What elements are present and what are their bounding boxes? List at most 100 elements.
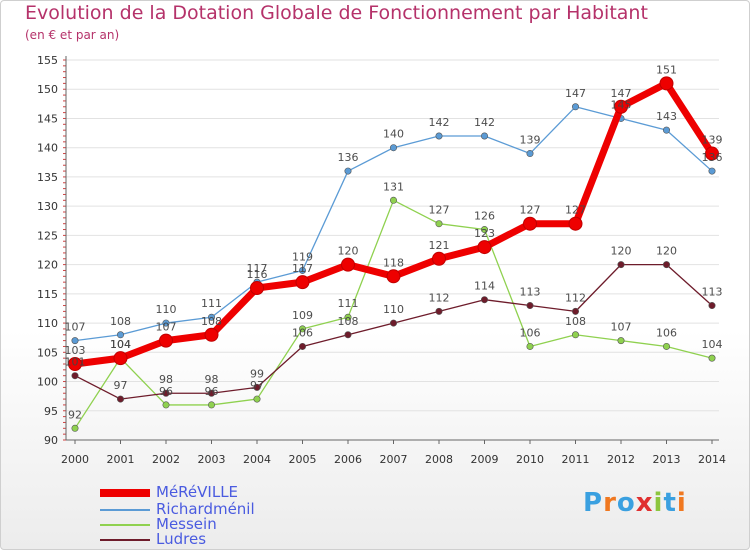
y-tick-label: 125 — [37, 229, 58, 242]
data-point — [708, 302, 716, 310]
data-point — [571, 307, 579, 315]
data-label: 108 — [565, 315, 586, 328]
legend-swatch — [100, 524, 150, 526]
x-tick-label: 2005 — [289, 453, 317, 466]
data-point — [68, 357, 82, 371]
data-point — [617, 337, 625, 345]
chart-title: Evolution de la Dotation Globale de Fonc… — [25, 2, 648, 24]
data-point — [298, 342, 306, 350]
data-point — [162, 401, 170, 409]
data-label: 121 — [429, 239, 450, 252]
data-point — [253, 395, 261, 403]
axes: 90 95 100 105 110 115 120 125 130 135 140 145 150 155… — [37, 54, 726, 466]
data-point — [208, 401, 216, 409]
legend-swatch — [100, 539, 150, 541]
data-label: 127 — [520, 204, 541, 217]
data-label: 108 — [110, 315, 131, 328]
data-label: 140 — [383, 128, 404, 141]
data-point — [617, 261, 625, 269]
data-point — [435, 307, 443, 315]
x-tick-label: 2014 — [698, 453, 726, 466]
data-point — [389, 196, 397, 204]
data-point — [389, 319, 397, 327]
data-point — [480, 132, 488, 140]
data-label: 107 — [611, 321, 632, 334]
data-label: 117 — [292, 262, 313, 275]
data-label: 103 — [65, 344, 86, 357]
legend-label: Ludres — [156, 530, 207, 548]
data-point — [204, 327, 219, 342]
data-label: 120 — [656, 245, 677, 258]
data-label: 98 — [159, 373, 173, 386]
data-label: 110 — [383, 303, 404, 316]
x-tick-label: 2001 — [107, 453, 135, 466]
x-tick-label: 2004 — [243, 453, 271, 466]
data-point — [253, 383, 261, 391]
data-label: 107 — [156, 321, 177, 334]
data-point — [708, 167, 716, 175]
logo-letter: o — [616, 488, 636, 518]
data-label: 136 — [338, 151, 359, 164]
data-point — [614, 99, 628, 114]
data-label: 127 — [429, 204, 450, 217]
data-label: 106 — [656, 326, 677, 339]
proxiti-logo: Proxiti — [583, 488, 687, 518]
data-label: 104 — [110, 338, 131, 351]
data-label: 113 — [702, 286, 723, 299]
data-label: 120 — [611, 245, 632, 258]
data-label: 114 — [474, 280, 495, 293]
data-point — [523, 216, 537, 231]
data-point — [526, 342, 534, 350]
data-point — [526, 302, 534, 310]
x-tick-label: 2013 — [653, 453, 681, 466]
data-label: 147 — [611, 87, 632, 100]
y-tick-label: 140 — [37, 142, 58, 155]
data-label: 151 — [656, 63, 677, 76]
x-tick-label: 2010 — [516, 453, 544, 466]
data-point — [250, 281, 264, 295]
legend-label: Richardménil — [156, 500, 255, 518]
data-point — [389, 144, 397, 152]
data-point — [571, 103, 579, 111]
logo-letter: i — [676, 488, 687, 518]
line-chart: 90 95 100 105 110 115 120 125 130 135 140 145 150 155… — [37, 54, 726, 466]
data-point — [432, 251, 446, 266]
data-point — [298, 325, 306, 333]
legend-swatch — [100, 489, 150, 497]
data-label: 97 — [114, 379, 128, 392]
data-label: 145 — [611, 98, 632, 111]
data-point — [435, 132, 443, 140]
data-label: 107 — [65, 321, 86, 334]
logo-letter: P — [583, 488, 604, 518]
data-point — [159, 333, 173, 348]
data-label: 120 — [338, 245, 359, 258]
data-label: 131 — [383, 180, 404, 193]
y-tick-label: 120 — [37, 259, 58, 272]
legend-swatch — [100, 509, 150, 511]
data-label: 113 — [520, 286, 541, 299]
x-tick-label: 2000 — [61, 453, 89, 466]
data-point — [477, 240, 492, 255]
data-label: 101 — [65, 356, 86, 369]
data-point — [662, 261, 670, 269]
data-point — [662, 342, 670, 350]
data-label: 117 — [247, 262, 268, 275]
data-point — [113, 351, 128, 366]
data-label: 98 — [205, 373, 219, 386]
data-label: 97 — [250, 379, 264, 392]
data-point — [71, 337, 79, 345]
data-point — [526, 150, 534, 158]
data-label: 104 — [110, 338, 131, 351]
data-label: 108 — [338, 315, 359, 328]
data-point — [344, 331, 352, 339]
data-label: 112 — [429, 291, 450, 304]
logo-letter: r — [603, 488, 617, 518]
data-point — [480, 226, 488, 234]
y-tick-label: 110 — [37, 317, 58, 330]
data-point — [208, 313, 216, 321]
data-point — [344, 313, 352, 321]
data-label: 106 — [292, 326, 313, 339]
y-tick-label: 135 — [37, 171, 58, 184]
x-tick-label: 2011 — [562, 453, 590, 466]
data-label: 96 — [205, 385, 219, 398]
